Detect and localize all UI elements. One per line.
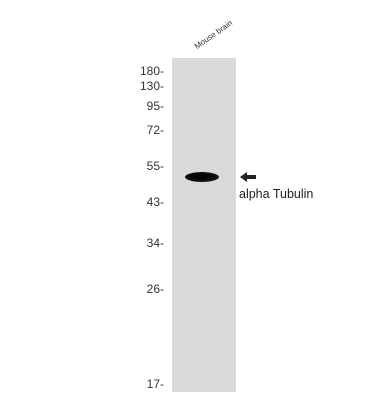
marker-label: 72- xyxy=(146,123,164,137)
gel-lane xyxy=(172,58,236,392)
marker-label: 43- xyxy=(146,195,164,209)
marker-label: 17- xyxy=(146,377,164,391)
arrow-left-icon xyxy=(240,172,256,182)
marker-label: 34- xyxy=(146,236,164,250)
lane-label: Mouse brain xyxy=(192,18,235,51)
marker-label: 55- xyxy=(146,159,164,173)
marker-label: 130- xyxy=(139,79,164,93)
marker-label: 26- xyxy=(146,282,164,296)
marker-label: 95- xyxy=(146,99,164,113)
protein-band xyxy=(185,172,219,182)
band-label: alpha Tubulin xyxy=(239,187,314,201)
marker-label: 180- xyxy=(139,64,164,78)
